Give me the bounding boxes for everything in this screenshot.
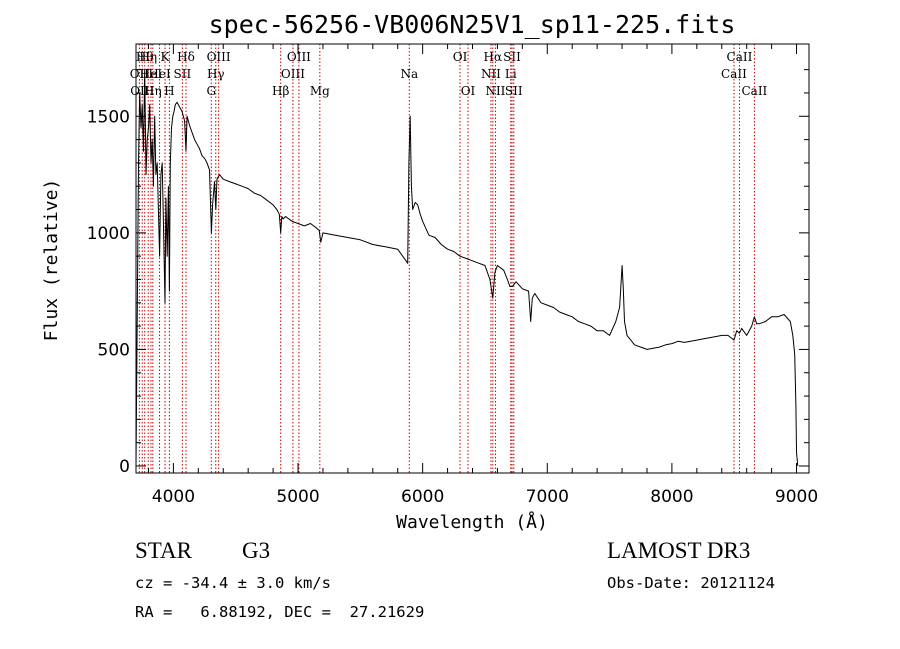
series-layer [135,69,799,467]
spectral-line-label-26: SII [505,84,523,98]
spectral-line-label-12: Hγ [207,67,225,81]
y-tick-label: 0 [119,457,130,477]
obs-date: Obs-Date: 20121124 [607,574,775,592]
chart-title: spec-56256-VB006N25V1_sp11-225.fits [209,10,736,39]
spectral-line-label-18: Na [400,67,418,81]
axis-ticks: 4000 5000 6000 7000 8000 9000 0 500 1000 1500 [87,44,818,507]
spectral-line-label-20: OI [461,84,476,98]
spectral-line-label-23: NII [485,84,505,98]
spectral-line-label-10: Hδ [177,50,195,64]
spectral-line-label-3: Hη [139,50,157,64]
spectral-line-label-9: SII [174,67,192,81]
spectral-line-label-21: NII [481,67,501,81]
spectral-line-label-7: K [161,50,171,64]
spectral-line-label-29: CaII [741,84,767,98]
y-tick-label: 1000 [87,224,130,244]
spectral-line-label-24: Li [505,67,517,81]
spectral-line-label-5: Hη [144,84,162,98]
x-tick-label: 7000 [526,487,569,507]
spectral-line-label-2: Hθ [136,50,154,64]
y-tick-label: 500 [98,340,130,360]
spectral-line-label-25: SII [503,50,521,64]
y-axis-label: Flux (relative) [41,179,62,342]
spectral-line-label-6: HeI [148,67,171,81]
x-tick-label: 8000 [650,487,693,507]
x-tick-label: 6000 [401,487,444,507]
spectral-line-label-16: OIII [287,50,311,64]
x-tick-label: 9000 [775,487,818,507]
redshift-cz: cz = -34.4 ± 3.0 km/s [135,574,331,592]
spectral-line-label-22: Hα [484,50,503,64]
spectral-line-label-11: G [206,84,216,98]
coordinates: RA = 6.88192, DEC = 27.21629 [135,603,425,621]
object-class: STAR [135,538,192,563]
spectral-line-label-19: OI [453,50,468,64]
spectral-line-label-15: OIII [281,67,305,81]
spectral-line-label-14: Hβ [272,84,289,98]
spectral-line-label-13: OIII [207,50,231,64]
spectral-line-label-17: Mg [310,84,330,98]
x-tick-label: 5000 [276,487,319,507]
series-line-spectrum [135,69,799,467]
survey-name: LAMOST DR3 [607,538,751,563]
x-tick-label: 4000 [152,487,195,507]
spectral-line-label-27: CaII [721,67,747,81]
plot-frame [135,43,810,474]
y-tick-label: 1500 [87,107,130,127]
spectral-line-label-8: H [164,84,174,98]
spectral-line-label-28: CaII [727,50,753,64]
object-subclass: G3 [242,538,271,563]
spectral-line-label-4: HeI [140,67,163,81]
spectral-line-markers: OIIOIIIHθHηHeIHηHeIKHSIIHδGHγOIIIHβOIIIO… [130,44,768,473]
x-axis-label: Wavelength (Å) [396,511,548,533]
